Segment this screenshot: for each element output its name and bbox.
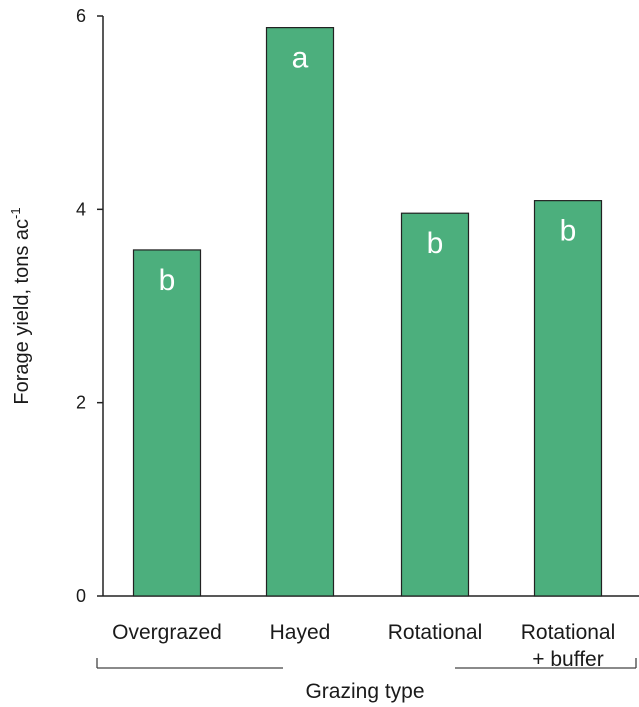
x-category-label: Hayed	[270, 621, 331, 644]
labels: 0 2 4 6 b Overgrazed a Hayed b Rotational b Rotatio…	[8, 6, 615, 703]
x-category-label: + buffer	[532, 648, 603, 671]
bars	[132, 27, 603, 597]
bar	[265, 27, 335, 597]
y-axis-label-superscript: -1	[8, 207, 23, 219]
bar	[400, 212, 470, 597]
y-tick-label: 6	[76, 6, 86, 26]
x-category-label: Rotational	[521, 621, 616, 644]
bar-significance-label: b	[159, 264, 176, 297]
bar-significance-label: b	[427, 227, 444, 260]
y-tick-label: 0	[76, 586, 86, 606]
y-tick-label: 2	[76, 393, 86, 413]
y-tick-label: 4	[76, 199, 86, 219]
x-category-label: Rotational	[388, 621, 483, 644]
x-axis-label: Grazing type	[305, 680, 424, 703]
y-axis-label: Forage yield, tons ac-1	[8, 207, 33, 404]
bar	[533, 200, 603, 597]
y-axis-label-text: Forage yield, tons ac	[11, 219, 33, 405]
x-category-label: Overgrazed	[112, 621, 222, 644]
bar	[132, 249, 202, 597]
bar-significance-label: b	[560, 215, 577, 248]
bar-significance-label: a	[292, 42, 309, 75]
